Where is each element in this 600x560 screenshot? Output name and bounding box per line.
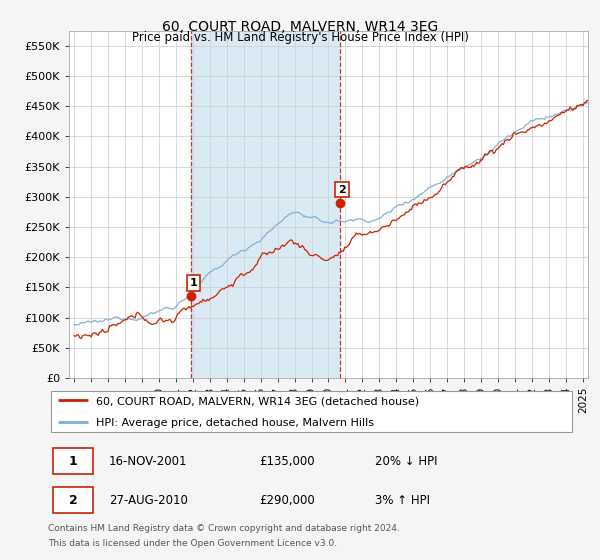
Text: 2: 2 [69, 494, 77, 507]
Bar [191, 31, 340, 378]
Text: 16-NOV-2001: 16-NOV-2001 [109, 455, 187, 468]
Text: 60, COURT ROAD, MALVERN, WR14 3EG: 60, COURT ROAD, MALVERN, WR14 3EG [162, 20, 438, 34]
Text: £135,000: £135,000 [259, 455, 315, 468]
Text: 27-AUG-2010: 27-AUG-2010 [109, 494, 188, 507]
Text: 20% ↓ HPI: 20% ↓ HPI [376, 455, 438, 468]
Text: 60, COURT ROAD, MALVERN, WR14 3EG (detached house): 60, COURT ROAD, MALVERN, WR14 3EG (detac… [95, 396, 419, 407]
FancyBboxPatch shape [53, 448, 93, 474]
Text: This data is licensed under the Open Government Licence v3.0.: This data is licensed under the Open Gov… [48, 539, 337, 548]
Text: Contains HM Land Registry data © Crown copyright and database right 2024.: Contains HM Land Registry data © Crown c… [48, 524, 400, 533]
Text: 2: 2 [338, 185, 346, 195]
Text: Price paid vs. HM Land Registry's House Price Index (HPI): Price paid vs. HM Land Registry's House … [131, 31, 469, 44]
Text: 1: 1 [69, 455, 77, 468]
Text: 3% ↑ HPI: 3% ↑ HPI [376, 494, 430, 507]
Text: 1: 1 [190, 278, 197, 288]
Text: £290,000: £290,000 [259, 494, 315, 507]
Bar [50, 391, 572, 432]
Text: HPI: Average price, detached house, Malvern Hills: HPI: Average price, detached house, Malv… [95, 418, 374, 427]
FancyBboxPatch shape [53, 487, 93, 514]
